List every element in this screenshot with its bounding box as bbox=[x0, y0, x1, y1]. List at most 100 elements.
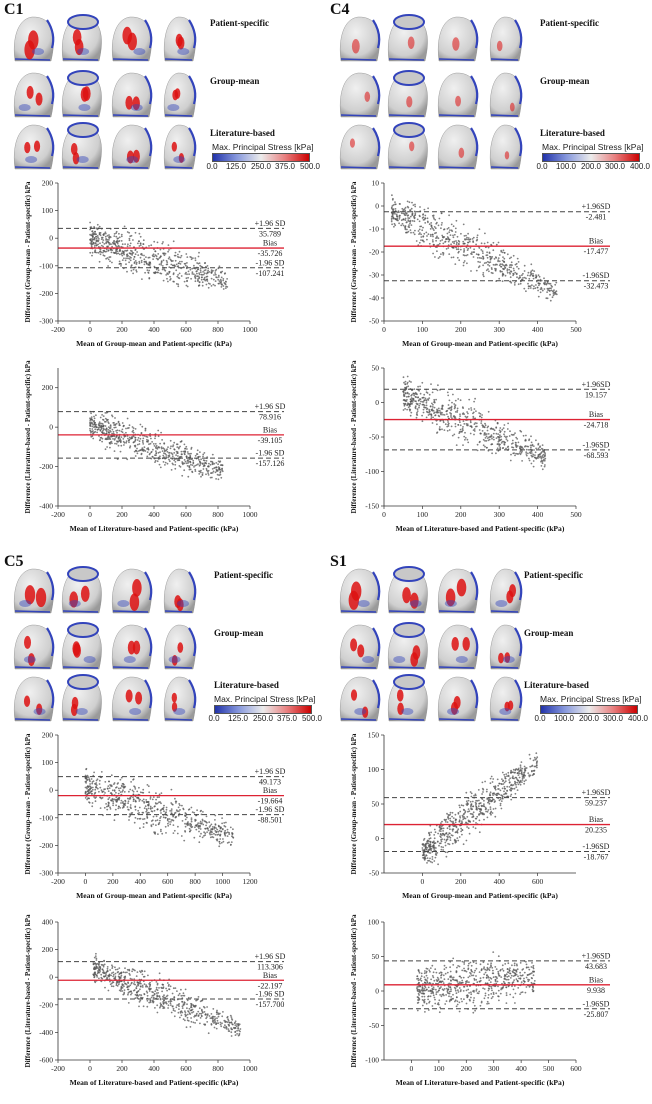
data-point bbox=[414, 203, 416, 206]
data-point bbox=[214, 273, 217, 276]
data-point bbox=[188, 1012, 191, 1015]
data-point bbox=[471, 251, 473, 254]
data-point bbox=[162, 252, 165, 255]
y-tick-label: 0 bbox=[49, 234, 53, 243]
data-point bbox=[447, 425, 450, 427]
data-point bbox=[466, 411, 468, 413]
data-point bbox=[218, 474, 221, 477]
data-point bbox=[106, 967, 109, 970]
data-point bbox=[183, 451, 186, 453]
data-point bbox=[123, 253, 125, 256]
data-point bbox=[216, 834, 219, 836]
data-point bbox=[179, 263, 182, 265]
data-point bbox=[86, 798, 88, 801]
x-tick-label: 1000 bbox=[243, 325, 258, 334]
data-point bbox=[506, 271, 509, 274]
data-point bbox=[442, 252, 445, 255]
data-point bbox=[495, 426, 498, 429]
data-point bbox=[544, 454, 546, 457]
data-point bbox=[101, 432, 104, 434]
data-point bbox=[97, 967, 100, 970]
data-point bbox=[128, 441, 130, 444]
data-point bbox=[111, 414, 113, 417]
x-tick-label: 500 bbox=[570, 510, 582, 519]
data-point bbox=[93, 422, 96, 425]
data-point bbox=[498, 264, 501, 267]
data-point bbox=[215, 1023, 218, 1025]
data-point bbox=[549, 293, 551, 296]
vessel-rim bbox=[388, 666, 425, 669]
data-point bbox=[100, 238, 103, 241]
data-point bbox=[525, 453, 528, 455]
data-point bbox=[162, 447, 165, 450]
y-tick-label: 10 bbox=[372, 179, 380, 188]
data-point bbox=[130, 437, 132, 440]
data-point bbox=[532, 277, 535, 280]
data-point bbox=[140, 996, 142, 999]
data-point bbox=[93, 226, 95, 228]
data-point bbox=[129, 974, 131, 976]
y-axis-label: Difference (Group-mean - Patient-specifi… bbox=[350, 181, 358, 322]
data-point bbox=[433, 217, 435, 220]
data-point bbox=[519, 768, 522, 770]
data-point bbox=[155, 792, 157, 795]
data-point bbox=[141, 799, 144, 802]
data-point bbox=[463, 254, 466, 257]
data-point bbox=[523, 765, 526, 768]
data-point bbox=[107, 974, 110, 977]
aorta-model bbox=[438, 72, 479, 118]
data-point bbox=[96, 972, 99, 975]
data-point bbox=[451, 434, 454, 437]
data-point bbox=[193, 264, 195, 267]
data-point bbox=[537, 442, 540, 445]
data-point bbox=[126, 806, 129, 808]
data-point bbox=[144, 805, 147, 808]
panel-label: C1 bbox=[4, 1, 24, 18]
data-point bbox=[118, 240, 121, 242]
reference-line-value: 35.789 bbox=[259, 229, 281, 238]
x-tick-label: 300 bbox=[494, 325, 506, 334]
data-point bbox=[181, 1007, 184, 1009]
data-point bbox=[141, 439, 144, 442]
data-point bbox=[486, 241, 489, 244]
data-point bbox=[443, 429, 446, 431]
data-point bbox=[148, 264, 151, 267]
data-point bbox=[106, 808, 109, 811]
data-point bbox=[532, 275, 535, 277]
data-point bbox=[190, 820, 193, 823]
data-point bbox=[176, 1004, 179, 1006]
data-point bbox=[163, 810, 165, 813]
data-point bbox=[402, 390, 405, 393]
data-point bbox=[201, 462, 204, 465]
vessel-rim bbox=[112, 666, 149, 669]
data-point bbox=[194, 257, 197, 259]
data-point bbox=[172, 1007, 175, 1010]
data-point bbox=[533, 449, 535, 451]
data-point bbox=[426, 235, 428, 237]
data-point bbox=[184, 822, 186, 825]
data-point bbox=[230, 1018, 233, 1020]
data-point bbox=[178, 459, 181, 461]
colorbar-tick: 400.0 bbox=[627, 714, 649, 723]
data-point bbox=[183, 459, 186, 461]
data-point bbox=[499, 802, 502, 805]
data-point bbox=[145, 801, 148, 803]
low-stress-region bbox=[177, 48, 190, 56]
data-point bbox=[106, 966, 109, 968]
data-point bbox=[165, 1001, 167, 1003]
data-point bbox=[540, 459, 543, 462]
data-point bbox=[101, 790, 104, 793]
data-point bbox=[422, 214, 424, 216]
data-point bbox=[127, 255, 129, 257]
data-point bbox=[535, 439, 537, 442]
high-stress-region bbox=[451, 636, 459, 651]
high-stress-region bbox=[509, 102, 515, 112]
data-point bbox=[114, 426, 117, 429]
data-point bbox=[464, 438, 466, 441]
data-point bbox=[194, 1015, 197, 1017]
data-point bbox=[99, 786, 102, 789]
data-point bbox=[179, 260, 181, 263]
reference-line-value: 78.916 bbox=[259, 413, 281, 422]
data-point bbox=[100, 428, 103, 430]
